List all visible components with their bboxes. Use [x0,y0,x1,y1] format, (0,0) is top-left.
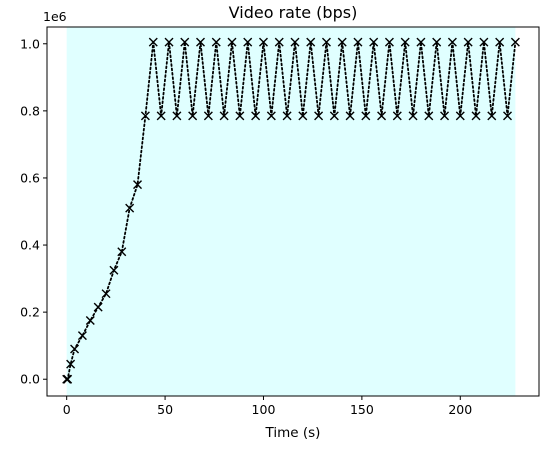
data-point-marker [219,111,229,121]
data-point-marker [479,37,489,47]
y-tick-label: 0.0 [20,372,40,387]
data-point-marker [487,111,497,121]
plot-frame [46,26,540,397]
data-point-marker [266,111,276,121]
data-point-marker [243,37,253,47]
series-layer [62,37,520,384]
data-point-marker [345,111,355,121]
data-point-marker [298,111,308,121]
data-point-marker [440,111,450,121]
data-point-marker [227,37,237,47]
x-tick-label: 150 [350,402,374,417]
x-tick-label: 100 [252,402,276,417]
data-point-marker [258,37,268,47]
data-point-marker [66,359,76,369]
data-point-marker [353,37,363,47]
data-point-marker [196,37,205,47]
data-point-marker [447,37,457,47]
x-tick-label: 50 [157,402,173,417]
data-point-marker [416,37,426,47]
data-point-marker [337,37,347,47]
y-tick-label: 0.2 [20,305,40,320]
data-point-marker [510,37,520,47]
data-point-marker [314,111,324,121]
data-point-marker [321,37,331,47]
data-point-marker [63,374,73,384]
data-point-marker [377,111,387,121]
chart-title: Video rate (bps) [229,3,358,22]
data-point-marker [140,111,150,121]
y-tick-label: 0.4 [20,238,40,253]
data-point-marker [70,344,80,354]
data-point-marker [503,111,513,121]
data-point-marker [384,37,394,47]
data-point-marker [117,247,127,257]
x-tick-label: 0 [63,402,71,417]
data-point-marker [85,316,95,326]
data-point-marker [251,111,261,121]
data-point-marker [125,203,135,213]
data-point-marker [463,37,473,47]
data-point-marker [148,37,158,47]
data-point-marker [109,265,119,275]
x-tick-label: 200 [448,402,472,417]
data-point-marker [235,111,245,121]
data-point-marker [369,37,379,47]
data-point-marker [101,289,111,299]
data-point-marker [172,111,182,121]
data-point-marker [471,111,481,121]
data-point-marker [274,37,284,47]
data-point-marker [495,37,505,47]
x-axis-ticks: 0 50 100 150 200 [63,396,472,417]
data-point-marker [180,37,190,47]
data-point-marker [290,37,300,47]
data-point-marker [211,37,221,47]
x-axis-label: Time (s) [265,425,321,441]
y-axis-ticks: 0.0 0.2 0.4 0.6 0.8 1.0 [20,36,47,387]
data-point-marker [133,180,143,190]
data-point-marker [432,37,442,47]
y-tick-label: 0.8 [20,103,40,118]
data-point-marker [93,302,103,312]
data-point-marker [392,111,402,121]
data-point-marker [361,111,371,121]
data-point-marker [203,111,213,121]
y-tick-label: 1.0 [20,36,40,51]
y-axis-offset-text: 1e6 [43,9,67,24]
data-point-marker [306,37,316,47]
data-point-marker [77,331,87,341]
data-point-marker [156,111,166,121]
data-point-marker [455,111,465,121]
data-point-marker [408,111,418,121]
data-point-marker [164,37,174,47]
data-point-marker [424,111,434,121]
series-line [65,41,517,381]
data-point-marker [282,111,292,121]
data-point-marker [188,111,198,121]
data-point-marker [400,37,410,47]
shaded-span-layer [66,27,516,396]
y-tick-label: 0.6 [20,170,40,185]
data-point-marker [329,111,339,121]
shaded-span [66,27,516,396]
